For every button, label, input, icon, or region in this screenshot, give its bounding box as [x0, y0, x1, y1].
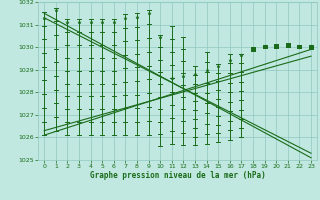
- X-axis label: Graphe pression niveau de la mer (hPa): Graphe pression niveau de la mer (hPa): [90, 171, 266, 180]
